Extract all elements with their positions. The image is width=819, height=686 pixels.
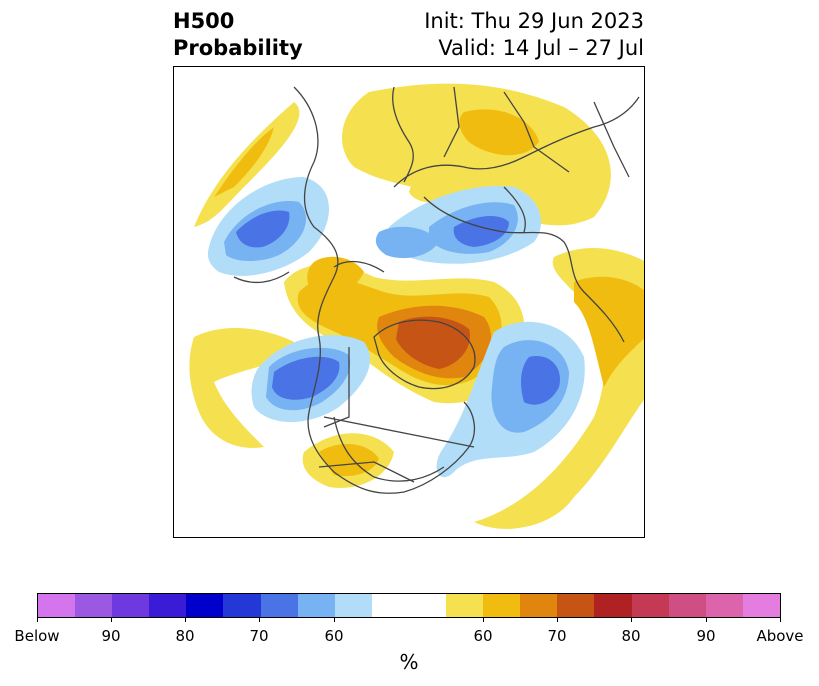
colorbar-tick-label: Above [756,627,804,645]
colorbar-segment [705,594,743,617]
colorbar-tick-label: 80 [175,627,195,645]
colorbar-segment [260,594,298,617]
colorbar-tick-label: 90 [101,627,121,645]
anomaly-map-svg [189,83,644,529]
colorbar-tick-label: 70 [547,627,567,645]
colorbar-tick-label: 90 [696,627,716,645]
title-line-1: H500 [173,9,235,33]
colorbar-segment [223,594,261,617]
colorbar-segment [483,594,521,617]
colorbar-segment [38,594,76,617]
colorbar-segment [557,594,595,617]
colorbar-tick [706,617,707,622]
colorbar-tick [111,617,112,622]
colorbar-tick [185,617,186,622]
colorbar-segment [371,594,447,617]
colorbar-segment [297,594,335,617]
colorbar-tick [780,617,781,622]
colorbar-tick-label: 60 [324,627,344,645]
colorbar-tick-label: 70 [249,627,269,645]
colorbar-tick [483,617,484,622]
coastlines [233,86,640,494]
colorbar-segment [75,594,113,617]
colorbar-segment [149,594,187,617]
colorbar-segment [520,594,558,617]
colorbar-tick [37,617,38,622]
polar-map [173,66,645,538]
colorbar-segment [742,594,780,617]
map-title: H500 Probability [173,8,303,62]
colorbar-tick [334,617,335,622]
valid-date: Valid: 14 Jul – 27 Jul [438,36,644,60]
colorbar-tick-label: Below [14,627,60,645]
date-info: Init: Thu 29 Jun 2023 Valid: 14 Jul – 27… [424,8,644,62]
colorbar-tick [557,617,558,622]
colorbar-tick-label: 60 [473,627,493,645]
colorbar-segment [594,594,632,617]
colorbar [37,593,781,618]
colorbar-segment [112,594,150,617]
colorbar-unit: % [399,650,419,674]
colorbar-segment [668,594,706,617]
colorbar-segment [334,594,372,617]
title-line-2: Probability [173,36,303,60]
colorbar-segment [446,594,484,617]
init-date: Init: Thu 29 Jun 2023 [424,9,644,33]
colorbar-segment [186,594,224,617]
colorbar-tick-label: 80 [621,627,641,645]
colorbar-tick [259,617,260,622]
colorbar-segment [631,594,669,617]
colorbar-tick [631,617,632,622]
above-normal-regions [189,83,644,529]
